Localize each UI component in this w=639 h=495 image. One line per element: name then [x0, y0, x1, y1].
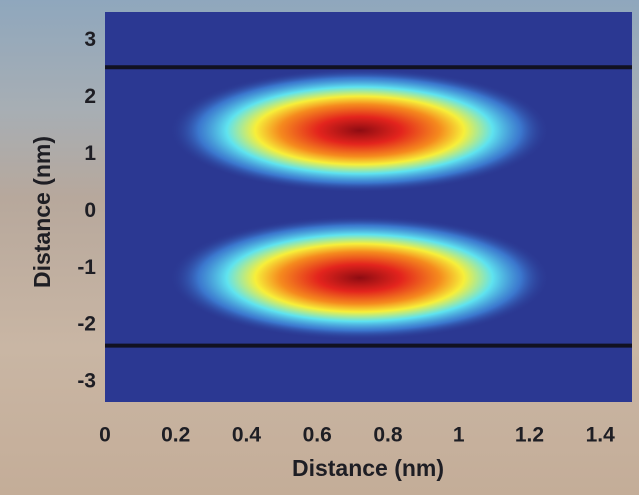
x-tick-label: 1.2: [515, 424, 544, 447]
x-tick-label: 1: [453, 424, 465, 447]
intensity-peak: [169, 215, 550, 340]
x-tick-label: 1.4: [586, 424, 616, 447]
y-tick-label: 1: [84, 142, 96, 165]
x-axis-label: Distance (nm): [292, 455, 444, 481]
y-tick-label: -3: [77, 370, 96, 393]
y-tick-label: 2: [84, 85, 96, 108]
y-tick-label: 3: [84, 28, 96, 51]
x-tick-label: 0.2: [161, 424, 190, 447]
x-tick-label: 0.6: [303, 424, 332, 447]
y-tick-label: -1: [77, 256, 96, 279]
y-axis-label: Distance (nm): [29, 136, 55, 288]
y-tick-label: -2: [77, 313, 96, 336]
y-tick-label: 0: [84, 199, 96, 222]
x-tick-label: 0.8: [373, 424, 403, 447]
x-tick-label: 0.4: [232, 424, 262, 447]
intensity-peak: [169, 68, 550, 193]
x-tick-label: 0: [99, 424, 111, 447]
